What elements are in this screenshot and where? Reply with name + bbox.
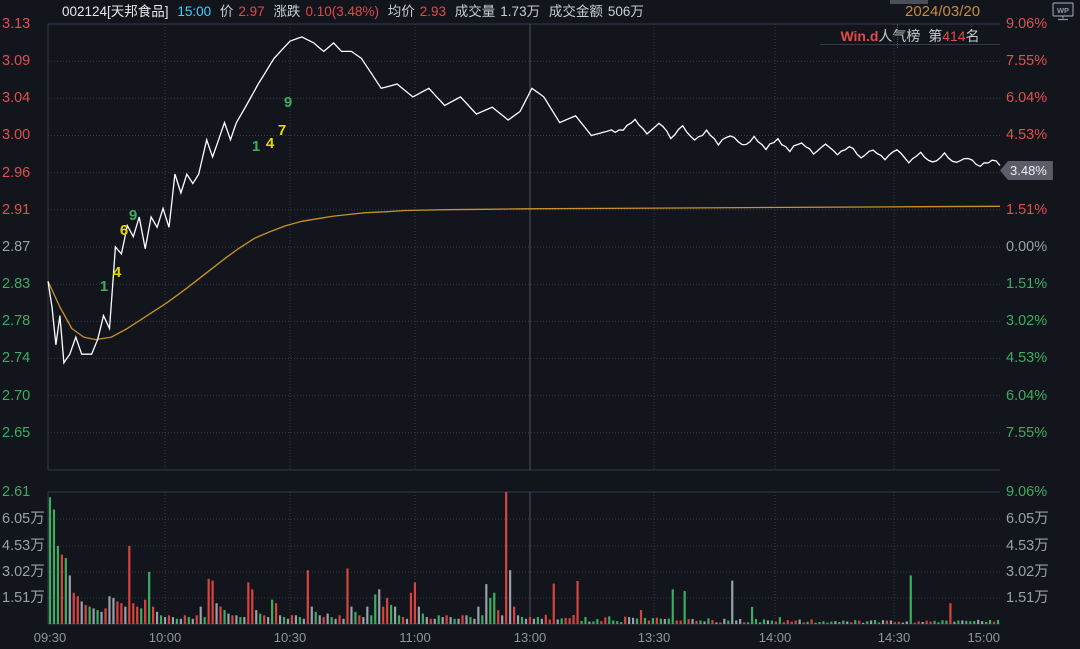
- svg-text:2.74: 2.74: [2, 350, 30, 366]
- svg-text:6.04%: 6.04%: [1006, 388, 1047, 404]
- svg-text:14:30: 14:30: [878, 630, 911, 645]
- svg-text:1.51万: 1.51万: [1006, 590, 1049, 606]
- svg-text:2.78: 2.78: [2, 313, 30, 329]
- svg-text:6.05万: 6.05万: [1006, 511, 1049, 527]
- svg-text:2.91: 2.91: [2, 202, 30, 218]
- svg-text:2.65: 2.65: [2, 425, 30, 441]
- svg-text:2.96: 2.96: [2, 165, 30, 181]
- svg-text:1: 1: [100, 278, 108, 295]
- svg-text:1: 1: [252, 138, 260, 155]
- svg-text:9: 9: [129, 207, 137, 224]
- svg-text:15:00: 15:00: [967, 630, 1000, 645]
- svg-text:6.05万: 6.05万: [2, 511, 45, 527]
- svg-text:3.13: 3.13: [2, 16, 30, 32]
- svg-text:10:00: 10:00: [149, 630, 182, 645]
- svg-text:10:30: 10:30: [274, 630, 307, 645]
- svg-text:3.02%: 3.02%: [1006, 313, 1047, 329]
- svg-text:7: 7: [278, 122, 286, 139]
- svg-text:11:00: 11:00: [399, 630, 431, 645]
- svg-text:13:30: 13:30: [638, 630, 671, 645]
- svg-text:3.09: 3.09: [2, 53, 30, 69]
- svg-text:14:00: 14:00: [759, 630, 792, 645]
- svg-text:1.51万: 1.51万: [2, 590, 45, 606]
- svg-text:09:30: 09:30: [34, 630, 67, 645]
- svg-text:6.04%: 6.04%: [1006, 90, 1047, 106]
- svg-text:4.53%: 4.53%: [1006, 127, 1047, 143]
- svg-text:4: 4: [266, 135, 275, 152]
- svg-text:9.06%: 9.06%: [1006, 16, 1047, 32]
- svg-text:7.55%: 7.55%: [1006, 53, 1047, 69]
- svg-text:3.00: 3.00: [2, 127, 30, 143]
- svg-text:7.55%: 7.55%: [1006, 425, 1047, 441]
- svg-text:2.61: 2.61: [2, 484, 30, 500]
- svg-text:9: 9: [284, 94, 292, 111]
- svg-text:3.04: 3.04: [2, 90, 30, 106]
- svg-text:0.00%: 0.00%: [1006, 239, 1047, 255]
- svg-text:2.87: 2.87: [2, 239, 30, 255]
- svg-text:2.70: 2.70: [2, 388, 30, 404]
- svg-text:4.53万: 4.53万: [2, 538, 45, 554]
- svg-text:4.53%: 4.53%: [1006, 350, 1047, 366]
- svg-text:4: 4: [113, 264, 122, 281]
- svg-text:4.53万: 4.53万: [1006, 538, 1049, 554]
- svg-text:2.83: 2.83: [2, 276, 30, 292]
- svg-text:13:00: 13:00: [514, 630, 547, 645]
- svg-text:9.06%: 9.06%: [1006, 484, 1047, 500]
- svg-text:1.51%: 1.51%: [1006, 202, 1047, 218]
- svg-text:6: 6: [120, 222, 128, 239]
- svg-text:3.02万: 3.02万: [1006, 564, 1049, 580]
- svg-text:3.02万: 3.02万: [2, 564, 45, 580]
- svg-text:1.51%: 1.51%: [1006, 276, 1047, 292]
